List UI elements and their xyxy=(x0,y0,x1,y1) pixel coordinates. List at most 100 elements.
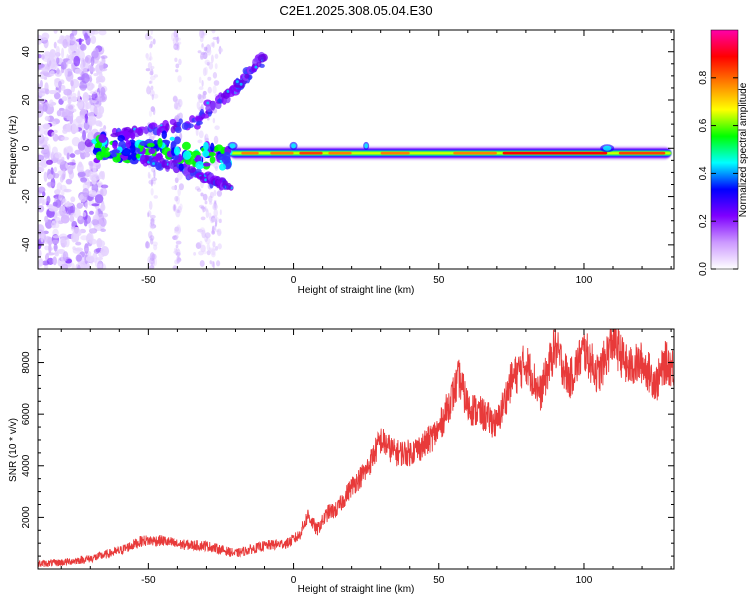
spectrogram-cell xyxy=(129,144,136,154)
spectrogram-cell xyxy=(152,38,156,45)
spectrogram-cell xyxy=(77,264,81,269)
spectrogram-cell xyxy=(58,193,63,201)
spectrogram-cell xyxy=(169,136,175,141)
spectrogram-cell xyxy=(49,70,55,77)
spectrogram-cell xyxy=(214,246,219,251)
spectrogram-cell xyxy=(51,121,57,127)
spectrogram-cell xyxy=(210,248,216,256)
spectrogram-cell xyxy=(53,243,58,252)
spectrogram-cell xyxy=(199,53,204,59)
spectrogram-cell xyxy=(149,89,155,97)
spectrogram-cell xyxy=(76,103,84,107)
spectrogram-cell xyxy=(202,91,205,99)
spectrogram-cell xyxy=(152,93,159,99)
spectrogram-cell xyxy=(214,165,218,172)
spectrogram-cell xyxy=(210,101,216,110)
spectrogram-cell xyxy=(222,151,231,162)
spectrogram-cell xyxy=(91,50,99,59)
snr-y-tick-label: 6000 xyxy=(21,403,32,426)
spectrogram-cell xyxy=(58,80,62,88)
spectrogram-cell xyxy=(53,30,58,34)
spectrogram-cell xyxy=(58,86,62,93)
spectrogram-cell xyxy=(76,202,83,209)
spectrogram-cell xyxy=(67,60,73,65)
spectrogram-cell xyxy=(51,131,56,138)
spectrogram-cell xyxy=(112,141,118,149)
spectrogram-cell xyxy=(212,41,215,49)
spectrogram-cell xyxy=(100,86,106,97)
spectrogram-cell xyxy=(100,55,108,59)
spectrogram-cell xyxy=(75,48,80,56)
spectrogram-cell xyxy=(78,215,83,221)
spectrogram-cell xyxy=(177,172,183,181)
spectrogram-cell xyxy=(203,250,207,255)
spectrogram-cell xyxy=(144,241,150,249)
spectrogram-cell xyxy=(75,115,83,124)
spectrogram-cell xyxy=(84,201,88,209)
spectrogram-cell xyxy=(173,250,179,254)
spectrogram-cell xyxy=(207,76,212,81)
spectrogram-cell xyxy=(201,79,204,87)
spectrogram-cell xyxy=(61,96,68,102)
spectrogram-cell xyxy=(51,239,60,245)
spectrogram-cell xyxy=(148,200,153,210)
spectrogram-cell xyxy=(62,38,68,49)
spectrogram-cell xyxy=(197,228,203,233)
spectrogram-cell xyxy=(156,152,163,159)
spectrogram-cell xyxy=(64,68,68,78)
spectrogram-cell xyxy=(100,203,106,212)
spectrogram-cell xyxy=(149,75,156,81)
spectrogram-y-tick-label: -40 xyxy=(21,237,32,252)
spectrogram-cell xyxy=(112,155,121,163)
spectrogram-cell xyxy=(200,216,206,221)
spectrogram-cell xyxy=(206,47,212,56)
spectrogram-cell xyxy=(71,64,76,72)
spectrogram-cell xyxy=(172,265,177,269)
spectrogram-cell xyxy=(98,30,107,36)
spectrogram-cell xyxy=(207,152,217,157)
spectrogram-cell xyxy=(139,154,146,165)
spectrogram-cell xyxy=(150,217,155,227)
spectrogram-cell xyxy=(117,135,125,142)
spectrogram-cell xyxy=(149,252,155,261)
spectrogram-cell xyxy=(199,240,203,246)
spectrogram-cell xyxy=(291,143,296,149)
spectrogram-cell xyxy=(91,176,97,185)
spectrogram-cell xyxy=(51,220,60,224)
spectrogram-cell xyxy=(41,65,50,73)
spectrogram-cell xyxy=(95,257,104,261)
spectrogram-cell xyxy=(63,188,69,193)
spectrogram-cell xyxy=(151,177,158,182)
spectrogram-cell xyxy=(202,206,207,212)
spectrogram-cell xyxy=(62,251,69,262)
spectrogram-cell xyxy=(198,130,204,139)
spectrogram-cell xyxy=(150,238,154,245)
spectrogram-cell xyxy=(217,230,222,235)
spectrogram-cell xyxy=(202,32,208,36)
spectrogram-cell xyxy=(38,154,45,161)
spectrogram-cell xyxy=(213,189,217,197)
spectrogram-cell xyxy=(175,226,182,235)
spectrogram-cell xyxy=(53,166,58,173)
spectrogram-cell xyxy=(244,73,250,79)
spectrogram-cell xyxy=(71,136,81,147)
spectrogram-cell xyxy=(212,117,216,124)
snr-x-label: Height of straight line (km) xyxy=(298,584,415,595)
spectrogram-cell xyxy=(175,34,179,43)
spectrogram-cell xyxy=(84,54,93,64)
spectrogram-cell xyxy=(209,191,214,199)
spectrogram-cell xyxy=(61,47,65,59)
spectrogram-cell xyxy=(178,183,184,191)
spectrogram-y-tick-label: 0 xyxy=(21,145,32,151)
spectrogram-cell xyxy=(100,228,106,233)
spectrogram-cell xyxy=(86,232,94,244)
spectrogram-cell xyxy=(175,235,178,241)
spectrogram-cell xyxy=(46,195,51,205)
spectrogram-cell xyxy=(41,144,50,154)
spectrogram-cell xyxy=(48,90,57,95)
spectrogram-cell xyxy=(195,161,205,170)
spectrogram-cell xyxy=(65,178,73,185)
spectrogram-cell xyxy=(77,90,81,101)
spectrogram-x-axis: -50 0 50 100 xyxy=(60,30,672,286)
spectrogram-cell xyxy=(151,223,154,230)
